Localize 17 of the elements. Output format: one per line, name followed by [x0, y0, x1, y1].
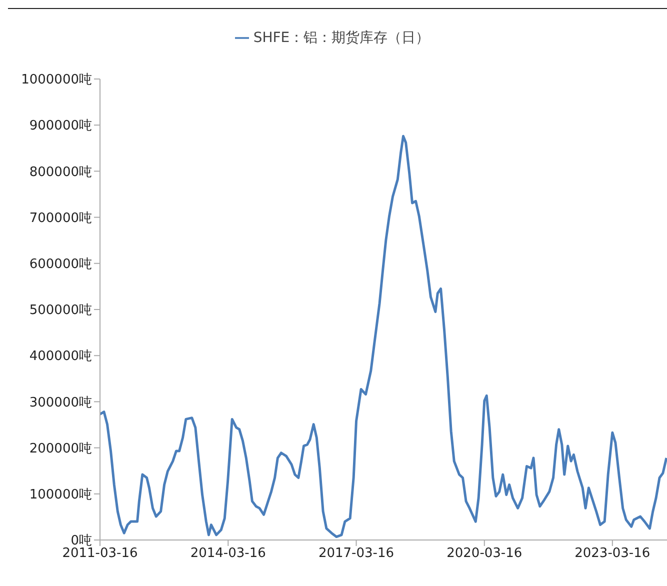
y-tick-label: 400000吨: [29, 349, 92, 364]
y-tick-label: 500000吨: [29, 303, 92, 318]
y-tick-label: 100000吨: [29, 488, 92, 503]
y-tick-label: 0吨: [70, 534, 92, 549]
y-tick-label: 1000000吨: [21, 72, 92, 88]
y-tick-label: 200000吨: [29, 441, 92, 456]
x-tick-label: 2011-03-16: [62, 546, 138, 562]
y-tick-label: 700000吨: [29, 210, 92, 226]
x-tick-label: 2020-03-16: [446, 546, 522, 562]
x-tick-label: 2023-03-16: [574, 546, 650, 562]
y-tick-label: 600000吨: [29, 257, 92, 272]
x-tick-label: 2014-03-16: [190, 546, 266, 562]
y-tick-label: 800000吨: [29, 164, 92, 180]
legend-label: SHFE：铝：期货库存（日）: [253, 30, 430, 46]
y-tick-label: 900000吨: [29, 118, 92, 134]
y-tick-label: 300000吨: [29, 395, 92, 410]
x-tick-label: 2017-03-16: [318, 546, 394, 562]
